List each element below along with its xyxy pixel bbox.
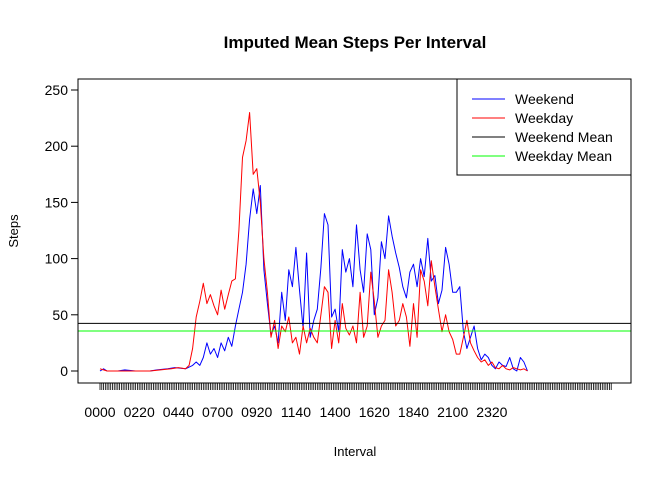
x-tick-label: 2100 (437, 404, 468, 420)
chart-title: Imputed Mean Steps Per Interval (224, 33, 487, 52)
legend-entry: Weekday (515, 110, 573, 126)
y-tick-label: 100 (45, 251, 69, 267)
x-tick-label: 1400 (320, 404, 351, 420)
x-tick-label: 0440 (163, 404, 194, 420)
legend-entry: Weekday Mean (515, 148, 612, 164)
legend-entry: Weekend Mean (515, 129, 613, 145)
plot-frame (77, 78, 632, 384)
y-tick-label: 200 (45, 138, 69, 154)
x-tick-label: 1140 (281, 404, 311, 420)
x-tick-label: 0700 (202, 404, 233, 420)
legend-entry: Weekend (515, 91, 574, 107)
x-tick-label: 0920 (241, 404, 272, 420)
y-axis-label: Steps (6, 214, 21, 248)
y-tick-label: 250 (45, 82, 69, 98)
x-tick-label: 1620 (359, 404, 390, 420)
y-tick-label: 0 (60, 363, 68, 379)
plot-area: 0 50 100 150 200 250 0000 0220 0440 0700 0920 1140 1… (45, 82, 631, 420)
legend: Weekend Weekday Weekend Mean Weekday Mean (456, 78, 632, 176)
legend-box (456, 78, 632, 176)
x-tick-label: 1840 (398, 404, 429, 420)
x-tick-label: 0220 (124, 404, 155, 420)
x-tick-label: 0000 (84, 404, 115, 420)
series-line-weekday (99, 112, 528, 372)
x-axis-label: Interval (334, 444, 377, 459)
y-tick-label: 150 (45, 194, 69, 210)
series-line-weekend (99, 185, 528, 372)
y-tick-label: 50 (52, 307, 68, 323)
x-tick-label: 2320 (476, 404, 507, 420)
